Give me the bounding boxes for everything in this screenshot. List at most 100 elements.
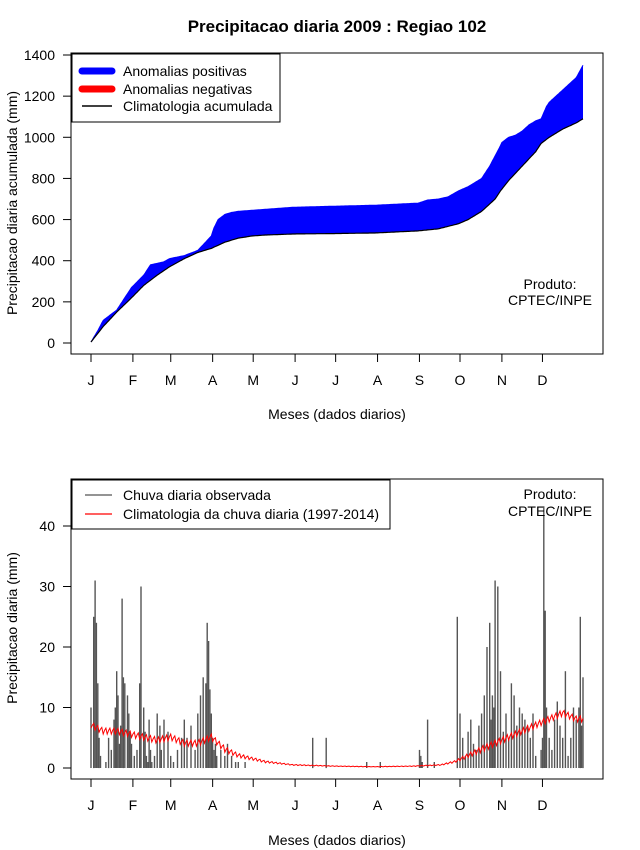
daily-rain-bar bbox=[163, 719, 165, 768]
daily-rain-bar bbox=[325, 737, 327, 769]
daily-rain-bar bbox=[562, 737, 564, 769]
y-tick-label: 30 bbox=[39, 579, 55, 595]
product-source-top: CPTEC/INPE bbox=[508, 292, 592, 308]
daily-rain-bar bbox=[559, 725, 561, 768]
x-tick-label: S bbox=[415, 797, 424, 813]
daily-rain-bar bbox=[93, 616, 95, 769]
daily-rain-bar bbox=[214, 743, 217, 768]
y-tick-label: 10 bbox=[39, 700, 55, 716]
daily-rain-bar bbox=[510, 683, 513, 768]
daily-rain-bar bbox=[147, 762, 149, 768]
daily-rain-bar bbox=[153, 755, 156, 768]
daily-rain-bar bbox=[230, 755, 233, 768]
daily-rain-bar bbox=[467, 731, 469, 768]
daily-rain-bar bbox=[379, 762, 381, 768]
y-tick-label: 1400 bbox=[24, 47, 55, 63]
daily-rain-bar bbox=[133, 755, 135, 768]
x-tick-label: A bbox=[373, 797, 383, 813]
daily-rain-bar bbox=[551, 749, 553, 768]
daily-rain-bar bbox=[521, 713, 523, 768]
y-tick-label: 0 bbox=[47, 335, 55, 351]
daily-rain-bar bbox=[105, 762, 107, 768]
daily-rain-bar bbox=[464, 755, 467, 768]
legend-label-observed: Chuva diaria observada bbox=[123, 487, 271, 503]
daily-rain-bar bbox=[524, 719, 526, 768]
daily-rain-bar bbox=[205, 683, 207, 768]
product-label-bottom: Produto: bbox=[524, 486, 577, 502]
anomaly-area bbox=[90, 65, 584, 343]
x-tick-label: A bbox=[208, 372, 218, 388]
daily-rain-bar bbox=[151, 762, 153, 768]
daily-rain-bar bbox=[244, 762, 246, 768]
daily-rain-bar bbox=[480, 713, 483, 768]
y-tick-label: 1200 bbox=[24, 88, 55, 104]
daily-rain-bar bbox=[582, 677, 584, 769]
x-axis-label-bottom: Meses (dados diarios) bbox=[268, 832, 406, 848]
daily-rain-bar bbox=[207, 641, 210, 768]
daily-climatology-line bbox=[90, 709, 584, 768]
daily-rain-bar bbox=[532, 713, 534, 768]
daily-rain-bar bbox=[529, 737, 531, 769]
daily-rain-bar bbox=[124, 683, 126, 768]
climatology-cumulative-line bbox=[90, 118, 584, 343]
daily-rain-bar bbox=[113, 719, 115, 768]
daily-rain-bar bbox=[149, 749, 152, 768]
y-tick-label: 200 bbox=[32, 294, 56, 310]
daily-rain-bar bbox=[489, 622, 491, 768]
daily-rain-bar bbox=[99, 755, 102, 768]
daily-rain-bar bbox=[543, 507, 545, 768]
daily-rain-bar bbox=[526, 725, 529, 768]
product-source-bottom: CPTEC/INPE bbox=[508, 503, 592, 519]
daily-rain-bar bbox=[186, 737, 188, 769]
x-tick-label: M bbox=[165, 797, 177, 813]
daily-rain-bar bbox=[475, 749, 477, 768]
daily-rain-bar bbox=[140, 586, 142, 768]
daily-rain-bar bbox=[122, 677, 125, 769]
x-tick-label: M bbox=[247, 797, 259, 813]
x-tick-label: O bbox=[455, 797, 466, 813]
x-tick-label: O bbox=[455, 372, 466, 388]
plot-frame-top bbox=[70, 52, 604, 355]
y-tick-label: 20 bbox=[39, 639, 55, 655]
x-tick-label: J bbox=[332, 372, 339, 388]
daily-rain-bar bbox=[226, 743, 229, 768]
daily-rain-bar bbox=[483, 695, 485, 768]
daily-rain-bar bbox=[497, 586, 499, 768]
product-label-top: Produto: bbox=[524, 276, 577, 292]
daily-rain-bar bbox=[121, 598, 123, 768]
x-tick-label: A bbox=[208, 797, 218, 813]
daily-rain-bar bbox=[572, 707, 575, 768]
daily-rain-bar bbox=[513, 695, 515, 768]
daily-rain-bar bbox=[541, 737, 544, 769]
daily-rain-bar bbox=[493, 707, 495, 768]
x-tick-label: J bbox=[292, 372, 299, 388]
daily-rain-bar bbox=[90, 707, 92, 768]
daily-rain-bar bbox=[540, 749, 542, 768]
daily-rain-bar bbox=[210, 713, 212, 768]
daily-rain-bar bbox=[224, 755, 226, 768]
daily-rain-bar bbox=[518, 707, 521, 768]
daily-rain-bar bbox=[418, 749, 421, 768]
daily-rain-bar bbox=[456, 616, 458, 769]
daily-rain-bar bbox=[491, 695, 494, 768]
x-tick-label: A bbox=[373, 372, 383, 388]
daily-rain-bar bbox=[567, 755, 569, 768]
daily-rain-bar bbox=[516, 725, 518, 768]
daily-rain-bar bbox=[120, 725, 122, 768]
daily-bars bbox=[90, 507, 584, 769]
panel-daily: 0 10 20 30 40 J F M A M J J A S O N D Meses (dados diar… bbox=[4, 478, 604, 848]
daily-rain-bar bbox=[194, 749, 196, 768]
x-tick-label: F bbox=[129, 372, 138, 388]
x-tick-label: J bbox=[88, 797, 95, 813]
y-axis-bottom: 0 10 20 30 40 bbox=[39, 518, 71, 776]
daily-rain-bar bbox=[508, 737, 510, 769]
daily-rain-bar bbox=[159, 725, 161, 768]
y-tick-label: 40 bbox=[39, 518, 55, 534]
daily-rain-bar bbox=[117, 695, 119, 768]
x-tick-label: N bbox=[497, 797, 507, 813]
daily-rain-bar bbox=[116, 671, 118, 768]
daily-rain-bar bbox=[130, 743, 133, 768]
daily-rain-bar bbox=[502, 731, 504, 768]
